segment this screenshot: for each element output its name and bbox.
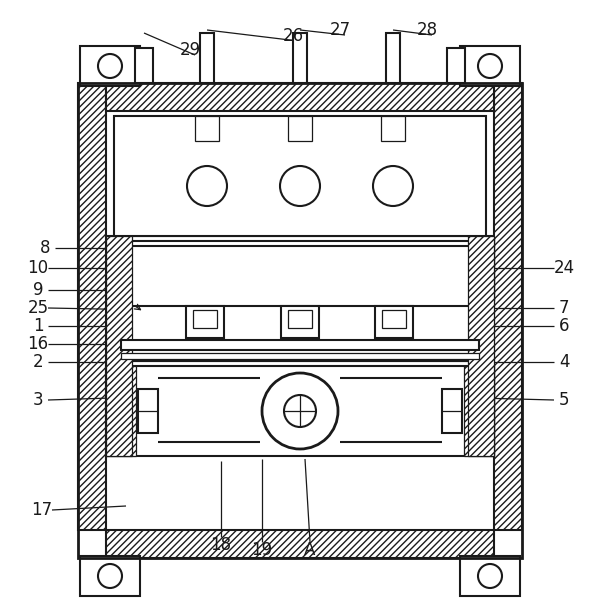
Circle shape	[98, 54, 122, 78]
Text: 4: 4	[559, 353, 569, 371]
Text: 3: 3	[33, 391, 43, 409]
Circle shape	[373, 166, 413, 206]
Circle shape	[478, 54, 502, 78]
Bar	[111, 241, 489, 361]
Bar	[468, 236, 494, 456]
Text: 17: 17	[31, 501, 52, 519]
Bar	[193, 310, 217, 328]
Text: 5: 5	[559, 391, 569, 409]
Bar	[442, 389, 462, 433]
Bar	[447, 48, 465, 83]
Text: 18: 18	[211, 536, 232, 554]
Bar	[460, 46, 520, 86]
Bar	[472, 236, 494, 301]
Bar	[80, 556, 140, 596]
Text: 16: 16	[28, 335, 49, 353]
Bar	[464, 366, 494, 456]
Bar	[138, 389, 158, 433]
Text: 26: 26	[282, 27, 303, 45]
Bar	[195, 116, 219, 141]
Circle shape	[187, 166, 227, 206]
Text: 9: 9	[33, 281, 43, 299]
Text: 10: 10	[28, 259, 49, 277]
Bar	[293, 33, 307, 83]
Circle shape	[284, 395, 316, 427]
Bar	[121, 340, 479, 350]
Circle shape	[280, 166, 320, 206]
Bar	[114, 116, 486, 236]
Bar	[375, 306, 413, 338]
Text: 29: 29	[179, 41, 200, 59]
Bar	[106, 236, 132, 456]
Text: 7: 7	[559, 299, 569, 317]
Bar	[121, 353, 479, 359]
Bar	[386, 33, 400, 83]
Bar	[135, 48, 153, 83]
Text: 25: 25	[28, 299, 49, 317]
Text: 1: 1	[33, 317, 43, 335]
Bar	[116, 246, 484, 306]
Text: 2: 2	[33, 353, 43, 371]
Bar	[78, 83, 106, 530]
Bar	[288, 310, 312, 328]
Text: A: A	[305, 541, 315, 559]
Text: 27: 27	[329, 21, 350, 39]
Bar	[281, 306, 319, 338]
Text: 6: 6	[559, 317, 569, 335]
Bar	[78, 83, 522, 558]
Bar	[106, 366, 494, 456]
Text: 28: 28	[417, 21, 438, 39]
Circle shape	[98, 564, 122, 588]
Bar	[186, 306, 224, 338]
Text: 24: 24	[553, 259, 574, 277]
Bar	[106, 366, 136, 456]
Bar	[200, 33, 214, 83]
Bar	[460, 556, 520, 596]
Bar	[494, 83, 522, 530]
Circle shape	[262, 373, 338, 449]
Text: 8: 8	[40, 239, 50, 257]
Bar	[381, 116, 405, 141]
Bar	[106, 530, 494, 558]
Bar	[288, 116, 312, 141]
Bar	[106, 111, 494, 530]
Text: 19: 19	[252, 541, 273, 559]
Circle shape	[478, 564, 502, 588]
Bar	[80, 46, 140, 86]
Bar	[106, 83, 494, 111]
Bar	[382, 310, 406, 328]
